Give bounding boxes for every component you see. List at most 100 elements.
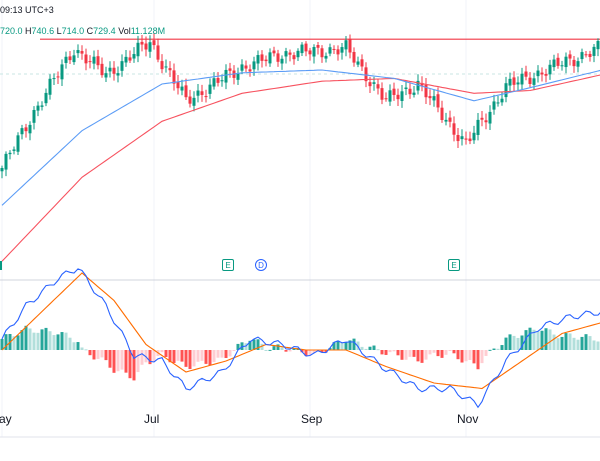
macd-histogram-bar (436, 350, 440, 357)
macd-histogram-bar (88, 350, 92, 356)
macd-histogram-bar (572, 337, 576, 350)
candle-body (220, 80, 224, 82)
candle-body (556, 57, 560, 66)
candle-body (564, 56, 568, 68)
candle-body (476, 119, 480, 135)
macd-histogram-bar (288, 350, 292, 352)
candle-body (140, 41, 144, 45)
candle-body (304, 43, 308, 52)
x-tick-label: Sep (301, 412, 323, 426)
macd-histogram-bar (192, 350, 196, 367)
macd-histogram-bar (76, 342, 80, 350)
candle-body (388, 90, 392, 102)
candle-body (236, 72, 240, 80)
candle-body (284, 51, 288, 57)
macd-histogram-bar (84, 349, 88, 351)
macd-pane[interactable] (0, 268, 600, 409)
macd-histogram-bar (544, 328, 548, 350)
candle-body (484, 120, 488, 123)
candle-body (348, 38, 352, 53)
macd-histogram-bar (332, 342, 336, 350)
macd-histogram-bar (212, 350, 216, 363)
candle-body (240, 64, 244, 71)
price-pane[interactable] (0, 33, 600, 262)
low-value: 714.0 (61, 26, 85, 36)
macd-histogram-bar (232, 350, 236, 351)
candle-body (84, 54, 88, 64)
candle-body (52, 78, 56, 80)
candle-body (280, 58, 284, 64)
macd-histogram-bar (584, 334, 588, 350)
macd-histogram-bar (204, 350, 208, 364)
macd-histogram-bar (432, 350, 436, 353)
candle-body (200, 91, 204, 95)
macd-histogram-bar (512, 335, 516, 350)
candle-body (444, 119, 448, 122)
macd-histogram-bar (392, 350, 396, 352)
macd-histogram-bar (324, 350, 328, 353)
x-tick-label: Jul (144, 412, 160, 426)
candle-body (428, 96, 432, 99)
candle-body (112, 67, 116, 74)
candle-body (212, 78, 216, 87)
macd-histogram-bar (284, 350, 288, 352)
candle-body (440, 107, 444, 120)
macd-histogram-bar (568, 333, 572, 350)
candle-body (128, 57, 132, 61)
macd-histogram-bar (236, 343, 240, 350)
candle-body (472, 132, 476, 141)
macd-histogram-bar (388, 350, 392, 353)
macd-histogram-bar (328, 347, 332, 350)
candle-body (336, 49, 340, 55)
macd-histogram-bar (488, 349, 492, 351)
macd-histogram-bar (468, 350, 472, 360)
macd-histogram-bar (168, 350, 172, 363)
candle-body (488, 111, 492, 124)
candle-body (204, 96, 208, 98)
candle-body (188, 96, 192, 104)
macd-histogram-bar (304, 350, 308, 357)
candle-body (184, 85, 188, 98)
macd-histogram-bar (128, 350, 132, 379)
dividend-marker[interactable]: D (255, 259, 267, 271)
candle-body (412, 92, 416, 95)
macd-histogram-bar (424, 350, 428, 360)
candle-body (268, 52, 272, 64)
earnings-marker-partial[interactable] (0, 261, 2, 270)
macd-histogram-bar (500, 345, 504, 350)
macd-histogram-bar (524, 330, 528, 350)
x-tick-label: Nov (457, 412, 479, 426)
macd-histogram-bar (412, 350, 416, 357)
macd-histogram-bar (588, 336, 592, 350)
macd-histogram-bar (68, 337, 72, 350)
candle-body (320, 48, 324, 58)
earnings-marker[interactable]: E (222, 259, 234, 271)
macd-histogram-bar (596, 341, 600, 350)
candle-body (408, 88, 412, 95)
candle-body (392, 88, 396, 95)
macd-histogram-bar (380, 350, 384, 355)
candle-body (24, 127, 28, 132)
macd-histogram-bar (164, 350, 168, 357)
candle-body (156, 45, 160, 60)
candle-body (16, 135, 20, 152)
earnings-marker[interactable]: E (448, 259, 460, 271)
macd-histogram-bar (92, 350, 96, 360)
macd-histogram-bar (72, 342, 76, 350)
macd-histogram-bar (28, 328, 32, 350)
time-text: 09:13 UTC+3 (0, 5, 54, 15)
macd-histogram-bar (20, 330, 24, 350)
candle-body (496, 102, 500, 104)
macd-signal-line (1, 272, 600, 390)
candle-body (316, 45, 320, 48)
candle-body (360, 59, 364, 67)
candle-body (296, 50, 300, 58)
candle-body (96, 56, 100, 66)
macd-histogram-bar (52, 335, 56, 350)
macd-histogram-bar (132, 350, 136, 381)
macd-histogram-bar (276, 344, 280, 350)
candle-body (584, 54, 588, 56)
macd-histogram-bar (188, 350, 192, 370)
macd-histogram-bar (220, 350, 224, 358)
